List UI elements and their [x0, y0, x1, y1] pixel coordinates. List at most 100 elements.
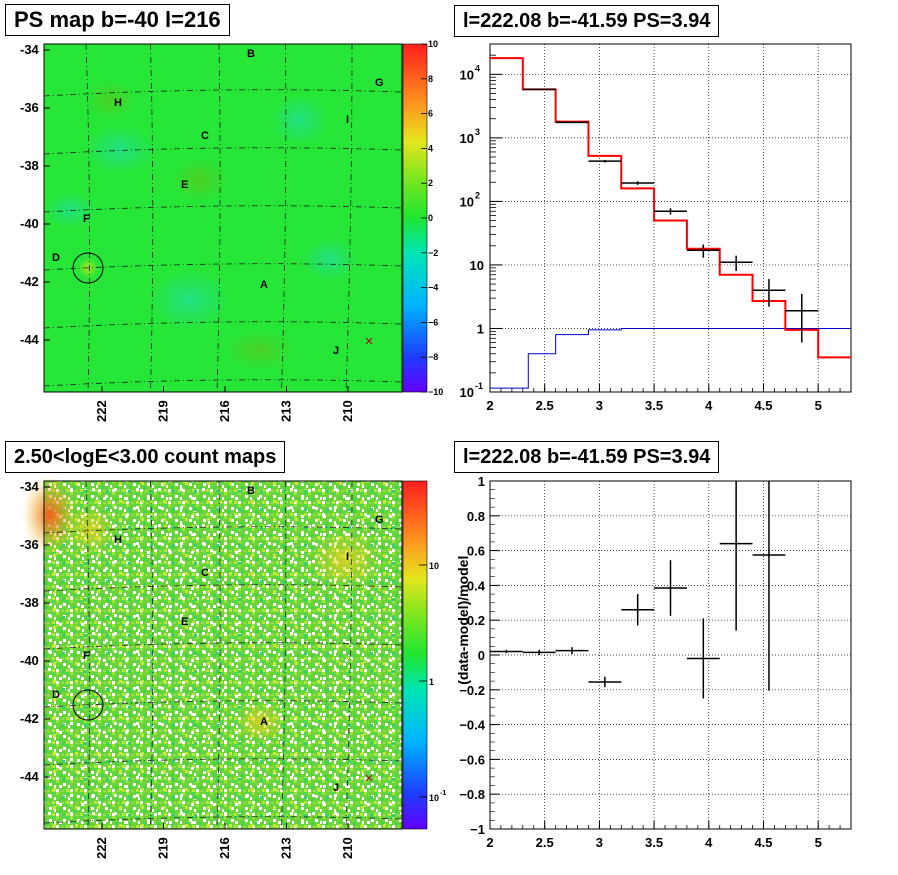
y-tick-label: −0.8	[459, 787, 485, 802]
ps-map-blob	[150, 270, 230, 330]
x-tick-label: 2.5	[536, 835, 554, 850]
longitude-gridline	[216, 480, 221, 830]
x-tick-label: 3.5	[645, 835, 663, 850]
source-circle	[72, 252, 104, 284]
latitude-gridline	[43, 89, 403, 97]
latitude-gridline	[43, 642, 403, 650]
latitude-gridline	[43, 263, 403, 271]
y-tick-exponent: 2	[475, 190, 480, 200]
cross-marker	[365, 337, 373, 345]
b-tick-label: -36	[20, 537, 39, 552]
y-tick-label: 0.6	[467, 544, 485, 559]
ps-map-hotspot	[78, 258, 98, 278]
colorbar-tick-label: −10	[428, 387, 443, 397]
y-tick-label: 1	[478, 474, 485, 489]
colorbar-tick-label: −2	[428, 248, 438, 258]
b-tick-label: -42	[20, 711, 39, 726]
latitude-gridline	[43, 816, 403, 824]
b-tick-label: -38	[20, 158, 39, 173]
source-label: G	[375, 514, 384, 526]
plot-frame	[489, 480, 852, 830]
x-tick-label: 3.5	[645, 398, 663, 413]
b-tick-label: -34	[20, 42, 40, 57]
source-label: E	[181, 616, 188, 628]
x-tick-label: 3	[596, 835, 603, 850]
latitude-gridline	[43, 526, 403, 534]
source-label: D	[52, 252, 60, 264]
b-tick-label: -42	[20, 274, 39, 289]
ps-map-blob	[85, 80, 135, 120]
colorbar-tick-label: 10	[429, 561, 439, 571]
y-tick-label: −1	[470, 822, 485, 837]
background-model-line	[490, 327, 851, 389]
residual-title: l=222.08 b=-41.59 PS=3.94	[454, 441, 720, 473]
count-map-hotspot	[310, 530, 380, 590]
latitude-gridline	[43, 379, 403, 387]
l-tick-label: 216	[217, 400, 232, 422]
longitude-gridline	[345, 43, 353, 393]
y-axis-title: (data-model)/model	[455, 556, 471, 685]
colorbar-tick-label: 0	[428, 213, 433, 223]
colorbar-tick-label: 1	[429, 677, 434, 687]
colorbar-tick-label: 10	[428, 39, 438, 49]
source-label: C	[201, 130, 209, 142]
b-tick-label: -40	[20, 216, 39, 231]
l-tick-label: 222	[94, 837, 109, 859]
x-tick-label: 4.5	[754, 835, 772, 850]
map-frame	[43, 480, 403, 830]
latitude-gridline	[43, 700, 403, 708]
latitude-gridline	[43, 147, 403, 155]
b-tick-label: -34	[20, 479, 40, 494]
longitude-gridline	[216, 43, 221, 393]
colorbar-tick-label: 10	[429, 793, 439, 803]
longitude-gridline	[85, 480, 90, 830]
y-tick-exponent: 4	[475, 63, 480, 73]
count-map-hotspot	[22, 475, 78, 555]
source-label: G	[375, 77, 384, 89]
colorbar-tick-label: −6	[428, 317, 438, 327]
y-tick-label: −0.4	[459, 718, 485, 733]
b-tick-label: -44	[20, 332, 40, 347]
count-map-hotspot	[235, 702, 285, 742]
ps-map-blob	[170, 158, 230, 202]
y-tick-exponent: 3	[475, 127, 480, 137]
source-label: F	[83, 650, 90, 662]
l-tick-label: 219	[156, 837, 171, 859]
longitude-gridline	[150, 480, 154, 830]
plot-frame	[489, 43, 852, 393]
y-tick-label: 10	[460, 385, 474, 400]
longitude-gridline	[345, 480, 353, 830]
colorbar-frame	[402, 43, 428, 393]
b-tick-label: -38	[20, 595, 39, 610]
source-label: F	[83, 213, 90, 225]
ps-map-blob	[85, 125, 155, 175]
x-tick-label: 3	[596, 398, 603, 413]
latitude-gridline	[43, 321, 403, 329]
l-tick-label: 219	[156, 400, 171, 422]
cross-marker	[365, 337, 373, 345]
count-map-noise	[44, 481, 402, 829]
total-model-line	[490, 57, 851, 359]
source-label: A	[260, 716, 268, 728]
ps-colorbar	[403, 44, 427, 392]
y-tick-label: 10	[460, 131, 474, 146]
x-tick-label: 5	[815, 835, 822, 850]
colorbar-tick-label: 6	[428, 109, 433, 119]
colorbar-tick-label: 2	[428, 178, 433, 188]
longitude-gridline	[281, 480, 287, 830]
y-tick-label: 0.4	[467, 578, 486, 593]
y-tick-label: 0.2	[467, 613, 485, 628]
cross-marker	[365, 774, 373, 782]
source-label: C	[201, 567, 209, 579]
colorbar-tick-label: −8	[428, 352, 438, 362]
count-map-image	[44, 481, 402, 829]
source-label: D	[52, 689, 60, 701]
source-circle	[72, 689, 104, 721]
ps-map-blob	[225, 330, 295, 370]
y-tick-label: 10	[460, 194, 474, 209]
x-tick-label: 4	[705, 398, 713, 413]
y-tick-label: −0.2	[459, 683, 485, 698]
source-label: B	[247, 48, 255, 60]
source-label: J	[333, 345, 339, 357]
